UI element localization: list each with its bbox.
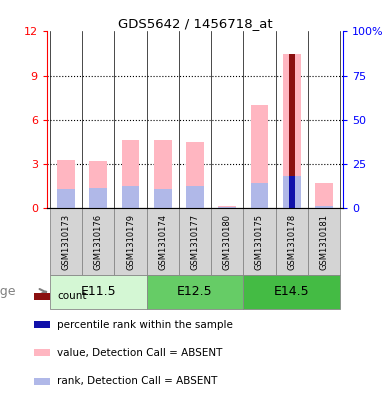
Text: rank, Detection Call = ABSENT: rank, Detection Call = ABSENT — [57, 376, 218, 386]
FancyBboxPatch shape — [82, 208, 114, 275]
Bar — [122, 186, 139, 208]
Text: GSM1310175: GSM1310175 — [255, 214, 264, 270]
Bar — [34, 349, 50, 356]
FancyBboxPatch shape — [147, 275, 243, 309]
Text: count: count — [57, 291, 87, 301]
Bar — [250, 105, 268, 208]
FancyBboxPatch shape — [276, 208, 308, 275]
Bar — [122, 140, 139, 208]
Bar — [315, 183, 333, 208]
Bar — [89, 188, 107, 208]
Title: GDS5642 / 1456718_at: GDS5642 / 1456718_at — [118, 17, 272, 30]
FancyBboxPatch shape — [50, 208, 82, 275]
Bar — [250, 183, 268, 208]
FancyBboxPatch shape — [179, 208, 211, 275]
Text: GSM1310179: GSM1310179 — [126, 214, 135, 270]
Text: GSM1310181: GSM1310181 — [319, 214, 328, 270]
Bar — [186, 186, 204, 208]
Bar — [186, 142, 204, 208]
FancyBboxPatch shape — [147, 208, 179, 275]
Bar — [218, 206, 236, 208]
Bar — [34, 293, 50, 300]
Bar — [57, 160, 75, 208]
Bar — [154, 140, 172, 208]
Bar — [315, 206, 333, 208]
Text: E12.5: E12.5 — [177, 285, 213, 298]
Bar — [34, 321, 50, 328]
Text: E14.5: E14.5 — [274, 285, 309, 298]
Text: E11.5: E11.5 — [81, 285, 116, 298]
Text: age: age — [0, 285, 16, 298]
Text: value, Detection Call = ABSENT: value, Detection Call = ABSENT — [57, 348, 223, 358]
Text: GSM1310176: GSM1310176 — [94, 214, 103, 270]
FancyBboxPatch shape — [308, 208, 340, 275]
FancyBboxPatch shape — [211, 208, 243, 275]
Text: GSM1310174: GSM1310174 — [158, 214, 167, 270]
FancyBboxPatch shape — [243, 208, 276, 275]
Bar — [289, 53, 294, 208]
Bar — [34, 378, 50, 385]
Bar — [57, 189, 75, 208]
Text: GSM1310177: GSM1310177 — [190, 214, 200, 270]
Bar — [89, 161, 107, 208]
FancyBboxPatch shape — [50, 275, 147, 309]
FancyBboxPatch shape — [114, 208, 147, 275]
FancyBboxPatch shape — [243, 275, 340, 309]
Text: GSM1310180: GSM1310180 — [223, 214, 232, 270]
Text: GSM1310173: GSM1310173 — [62, 214, 71, 270]
Bar — [154, 189, 172, 208]
Text: GSM1310178: GSM1310178 — [287, 214, 296, 270]
Bar — [283, 53, 301, 208]
Bar — [289, 176, 294, 208]
Bar — [283, 176, 301, 208]
Text: percentile rank within the sample: percentile rank within the sample — [57, 320, 233, 330]
Bar — [218, 207, 236, 208]
